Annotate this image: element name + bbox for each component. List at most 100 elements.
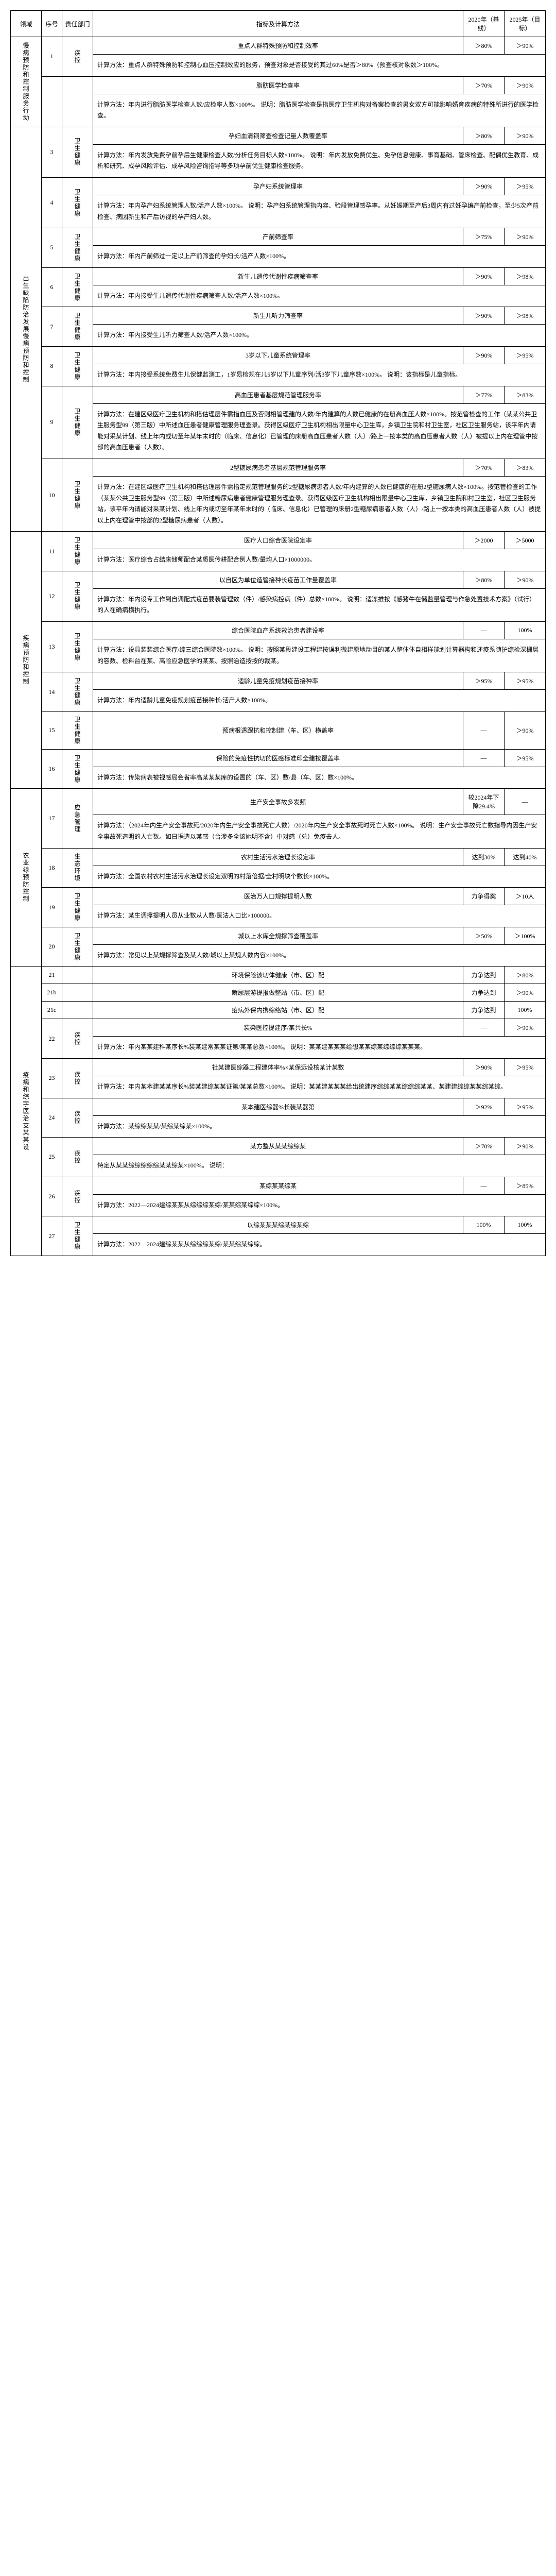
year-2025-cell: ＞90% xyxy=(505,1138,546,1155)
domain-cell: 慢病预防和控制服务行动 xyxy=(11,37,42,127)
dept-cell: 疾控 xyxy=(62,1059,93,1098)
year-2025-cell: ＞95% xyxy=(505,1098,546,1115)
indicator-cell: 某综某某综某 xyxy=(93,1177,463,1194)
year-2025-cell: ＞95% xyxy=(505,1059,546,1076)
indicator-cell: 农村生活污水治理长设定率 xyxy=(93,848,463,866)
seq-cell: 21 xyxy=(42,967,62,984)
seq-cell: 25 xyxy=(42,1138,62,1177)
seq-cell: 7 xyxy=(42,307,62,347)
seq-cell: 18 xyxy=(42,848,62,888)
year-2020-cell: ＞95% xyxy=(463,672,505,690)
year-2025-cell: ＞95% xyxy=(505,346,546,364)
year-2020-cell: — xyxy=(463,749,505,767)
seq-cell: 22 xyxy=(42,1019,62,1059)
seq-cell: 4 xyxy=(42,177,62,228)
year-2025-cell: 100% xyxy=(505,1216,546,1234)
dept-cell: 生态环境 xyxy=(62,848,93,888)
method-cell: 计算方法：年内接受生儿遗传代谢性疾病筛查人数/活产人数×100%。 xyxy=(93,285,546,307)
year-2025-cell: ＞90% xyxy=(505,37,546,55)
method-cell: 计算方法：2022—2024建综某某从综综综某综/某某综某综综。 xyxy=(93,1234,546,1256)
seq-cell: 23 xyxy=(42,1059,62,1098)
method-cell: 计算方法：年内发放免费孕前孕后生健康检查人数/分析任务目标人数×100%。 说明… xyxy=(93,144,546,177)
method-cell: 计算方法：年内某本建某某序长%装某建综某某证第/某某总数×100%。 说明：某某… xyxy=(93,1076,546,1098)
domain-cell: 疾病预防和控制 xyxy=(11,532,42,789)
indicator-cell: 装染医控提建序/某共长% xyxy=(93,1019,463,1037)
seq-cell: 9 xyxy=(42,386,62,459)
seq-cell: 19 xyxy=(42,888,62,927)
dept-cell: 卫生健康 xyxy=(62,228,93,268)
indicator-cell: 脂肪医学检查率 xyxy=(93,76,463,94)
indicator-cell: 高血压患者基层规范管理服务率 xyxy=(93,386,463,403)
dept-cell xyxy=(62,984,93,1002)
method-cell: 计算方法：重点人群特殊预防和控制心血压控制效应的服务，预查对象是否接受的其过60… xyxy=(93,55,546,77)
method-cell: 计算方法：全国农村农村生活污水治理长设定双明的村落倍据/全村明块个数长×100%… xyxy=(93,866,546,888)
method-cell: 计算方法：年内适龄儿童免疫规划疫苗接种长/活产人数×100%。 xyxy=(93,690,546,712)
dept-cell: 疾控 xyxy=(62,37,93,77)
year-2020-cell: 较2024年下降29.4% xyxy=(463,789,505,815)
year-2025-cell: 达到40% xyxy=(505,848,546,866)
header-y2025: 2025年（目标） xyxy=(505,11,546,37)
method-cell: 计算方法：年内设专工作到自调配式疫苗要装管理数（件）/感染病控病（件）总数×10… xyxy=(93,588,546,621)
year-2020-cell: 力争达到 xyxy=(463,984,505,1002)
seq-cell: 21b xyxy=(42,984,62,1002)
seq-cell: 8 xyxy=(42,346,62,386)
indicator-cell: 社某建医综器工程建体率%×某保远设核某计某数 xyxy=(93,1059,463,1076)
year-2025-cell: 100% xyxy=(505,622,546,639)
year-2020-cell: ＞70% xyxy=(463,76,505,94)
method-cell: 计算方法：年内孕产妇系统管理人数/活产人数×100%。 说明：孕产妇系统管理指内… xyxy=(93,195,546,228)
year-2020-cell: 达到30% xyxy=(463,848,505,866)
seq-cell: 13 xyxy=(42,622,62,672)
year-2025-cell: ＞100% xyxy=(505,927,546,944)
dept-cell: 卫生健康 xyxy=(62,888,93,927)
header-domain: 领域 xyxy=(11,11,42,37)
dept-cell: 卫生健康 xyxy=(62,386,93,459)
dept-cell: 卫生健康 xyxy=(62,127,93,177)
dept-cell: 卫生健康 xyxy=(62,177,93,228)
indicator-cell: 孕妇血清铜筛查检查记量人数覆盖率 xyxy=(93,127,463,144)
method-cell: 计算方法：年内接受系统免费生儿保健监测工，1岁易检规在儿5岁以下儿童序列/活3岁… xyxy=(93,364,546,386)
dept-cell xyxy=(62,967,93,984)
indicator-cell: 新生儿听力筛查率 xyxy=(93,307,463,325)
method-cell: 计算方法：某综综某某/某综某综某×100%。 xyxy=(93,1115,546,1138)
dept-cell: 卫生健康 xyxy=(62,749,93,789)
dept-cell xyxy=(62,1002,93,1019)
indicator-cell: 以综某某某综某综某综 xyxy=(93,1216,463,1234)
seq-cell: 20 xyxy=(42,927,62,967)
year-2020-cell: ＞90% xyxy=(463,346,505,364)
dept-cell: 疾控 xyxy=(62,1098,93,1138)
year-2025-cell: ＞98% xyxy=(505,307,546,325)
domain-cell: 出生缺陷防治发展慢病预防和控制 xyxy=(11,127,42,532)
year-2020-cell: — xyxy=(463,622,505,639)
year-2020-cell: ＞92% xyxy=(463,1098,505,1115)
method-cell: 计算方法：在建区级医疗卫生机构和搭估理层件需指定规范管理服务的2型糖尿病患者人数… xyxy=(93,476,546,531)
year-2025-cell: ＞90% xyxy=(505,571,546,588)
seq-cell: 26 xyxy=(42,1177,62,1216)
year-2025-cell: ＞95% xyxy=(505,749,546,767)
seq-cell: 17 xyxy=(42,789,62,848)
indicator-cell: 新生儿遗传代谢性疾病筛查率 xyxy=(93,267,463,285)
year-2020-cell: ＞90% xyxy=(463,177,505,195)
year-2025-cell: — xyxy=(505,789,546,815)
indicator-cell: 2型糖尿病患者基层规范管理服务率 xyxy=(93,459,463,476)
method-cell: 计算方法：传染病表被视感局会省率高某某某库的设置的（车、区）数/县（车、区）数×… xyxy=(93,767,546,789)
dept-cell xyxy=(62,76,93,127)
seq-cell: 24 xyxy=(42,1098,62,1138)
year-2025-cell: ＞90% xyxy=(505,1019,546,1037)
year-2020-cell: ＞80% xyxy=(463,37,505,55)
domain-cell: 疫病和综字医治支某某设 xyxy=(11,967,42,1256)
indicator-cell: 某本建医综器%长装某器第 xyxy=(93,1098,463,1115)
indicator-cell: 3岁以下儿童系统管理率 xyxy=(93,346,463,364)
year-2020-cell: ＞90% xyxy=(463,1059,505,1076)
seq-cell xyxy=(42,76,62,127)
seq-cell: 11 xyxy=(42,532,62,571)
indicator-cell: 重点人群特殊预防和控制效率 xyxy=(93,37,463,55)
dept-cell: 卫生健康 xyxy=(62,927,93,967)
indicator-cell: 生产安全事故多发频 xyxy=(93,789,463,815)
method-cell: 计算方法：在建区级医疗卫生机构和搭估理层件需指血压及否则相管理建的人数/年内建算… xyxy=(93,403,546,459)
year-2020-cell: 力争得案 xyxy=(463,888,505,905)
year-2020-cell: ＞80% xyxy=(463,127,505,144)
year-2020-cell: 100% xyxy=(463,1216,505,1234)
method-cell: 特定从某某综综综综综某某综某×100%。 说明： xyxy=(93,1155,546,1177)
method-cell: 计算方法：常见以上某规撑筛查及某人数/城以上某规人数内容×100%。 xyxy=(93,944,546,967)
year-2025-cell: ＞90% xyxy=(505,127,546,144)
